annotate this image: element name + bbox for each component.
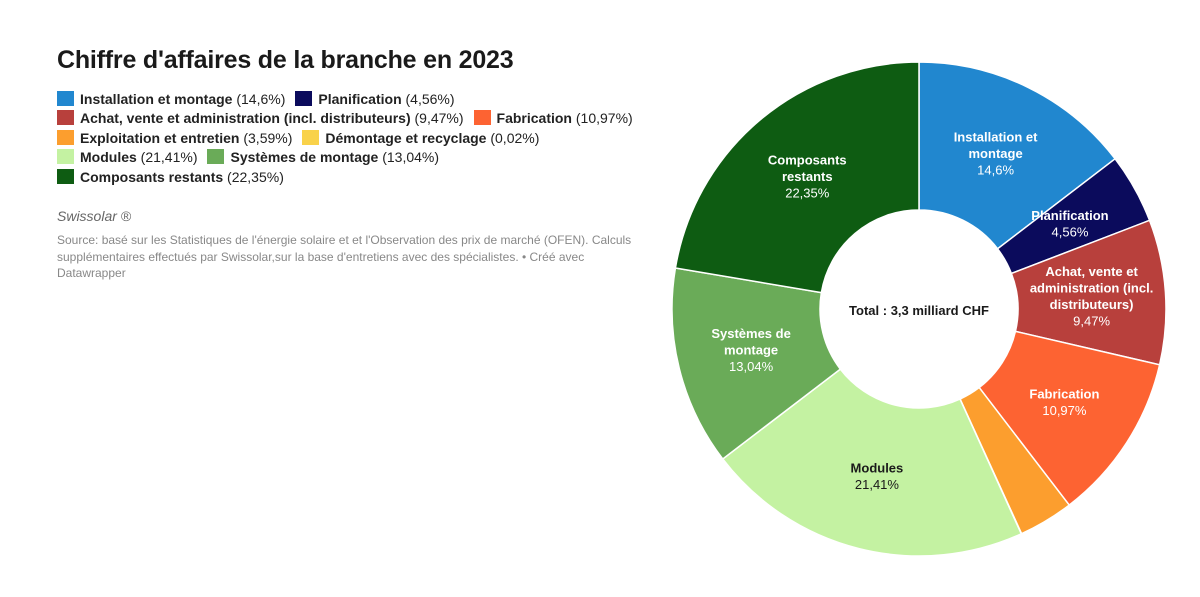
legend-value: (9,47%) [410, 110, 464, 127]
legend-item: Exploitation et entretien (3,59%) [57, 129, 292, 148]
slice-name-line: Systèmes de [711, 326, 791, 341]
legend-value: (4,56%) [401, 91, 455, 107]
legend-label: Fabrication [496, 110, 572, 127]
legend-swatch [57, 168, 74, 184]
slice-value: 14,6% [977, 162, 1014, 177]
slice-name-line: Fabrication [1029, 386, 1099, 401]
donut-hole [820, 210, 1018, 408]
slice-value: 21,41% [855, 477, 900, 492]
legend-label: Systèmes de montage [230, 149, 379, 166]
chart-legend: Installation et montage (14,6%) Planifica… [57, 90, 657, 187]
legend-row: Composants restants (22,35%) [57, 168, 657, 187]
slice-name-line: Installation et [954, 129, 1038, 144]
legend-item: Installation et montage (14,6%) [57, 90, 285, 109]
slice-value: 22,35% [785, 185, 830, 200]
slice-name-line: distributeurs) [1050, 297, 1134, 312]
legend-item: Systèmes de montage (13,04%) [207, 148, 439, 167]
legend-item: Planification (4,56%) [295, 90, 455, 109]
legend-row: Exploitation et entretien (3,59%) Démonta… [57, 129, 657, 148]
legend-label: Composants restants [80, 168, 224, 185]
legend-label: Démontage et recyclage [325, 129, 487, 146]
legend-item: Modules (21,41%) [57, 148, 197, 167]
legend-row: Achat, vente et administration (incl. di… [57, 109, 657, 128]
legend-value: (21,41%) [136, 149, 198, 166]
legend-value: (13,04%) [378, 149, 440, 166]
chart-title: Chiffre d'affaires de la branche en 2023 [57, 46, 514, 74]
legend-swatch [57, 129, 74, 145]
slice-value: 13,04% [729, 359, 774, 374]
legend-value: (3,59%) [239, 129, 293, 146]
slice-label: Achat, vente et administration (incl.dist… [1030, 264, 1154, 329]
slice-name-line: restants [782, 169, 833, 184]
legend-label: Exploitation et entretien [80, 129, 240, 146]
legend-value: (14,6%) [232, 91, 286, 107]
legend-item: Achat, vente et administration (incl. di… [57, 109, 464, 128]
byline: Swissolar ® [57, 208, 132, 224]
legend-value: (10,97%) [572, 110, 633, 127]
slice-name-line: montage [724, 343, 778, 358]
legend-swatch [57, 149, 74, 165]
legend-swatch [57, 110, 74, 126]
donut-center-label: Total : 3,3 milliard CHF [849, 303, 989, 318]
source-note: Source: basé sur les Statistiques de l'é… [57, 233, 632, 280]
legend-value: (0,02%) [486, 129, 540, 146]
legend-item: Composants restants (22,35%) [57, 168, 284, 187]
slice-value: 4,56% [1052, 225, 1089, 240]
slice-value: 9,47% [1073, 314, 1110, 329]
slice-name-line: Modules [851, 461, 904, 476]
legend-value: (22,35%) [223, 168, 284, 185]
slice-name-line: montage [969, 146, 1023, 161]
slice-name-line: Composants [768, 152, 847, 167]
slice-name-line: administration (incl. [1030, 281, 1154, 296]
slice-label: Fabrication 10,97% [1029, 386, 1099, 418]
legend-swatch [207, 149, 225, 165]
legend-label: Modules [80, 149, 137, 166]
legend-label: Installation et montage [80, 91, 233, 107]
slice-value: 10,97% [1042, 403, 1087, 418]
slice-name-line: Achat, vente et [1045, 264, 1138, 279]
slice-name-line: Planification [1031, 208, 1108, 223]
slice-label: Planification 4,56% [1031, 208, 1108, 240]
legend-swatch [473, 110, 491, 126]
legend-item: Démontage et recyclage (0,02%) [302, 129, 539, 148]
legend-label: Planification [318, 91, 402, 107]
legend-row: Installation et montage (14,6%) Planifica… [57, 90, 657, 109]
legend-label: Achat, vente et administration (incl. di… [80, 110, 411, 127]
legend-swatch [295, 91, 313, 106]
legend-row: Modules (21,41%) Systèmes de montage (13,… [57, 148, 657, 167]
legend-item: Fabrication (10,97%) [473, 109, 633, 128]
legend-swatch [302, 129, 320, 145]
legend-swatch [57, 91, 74, 106]
